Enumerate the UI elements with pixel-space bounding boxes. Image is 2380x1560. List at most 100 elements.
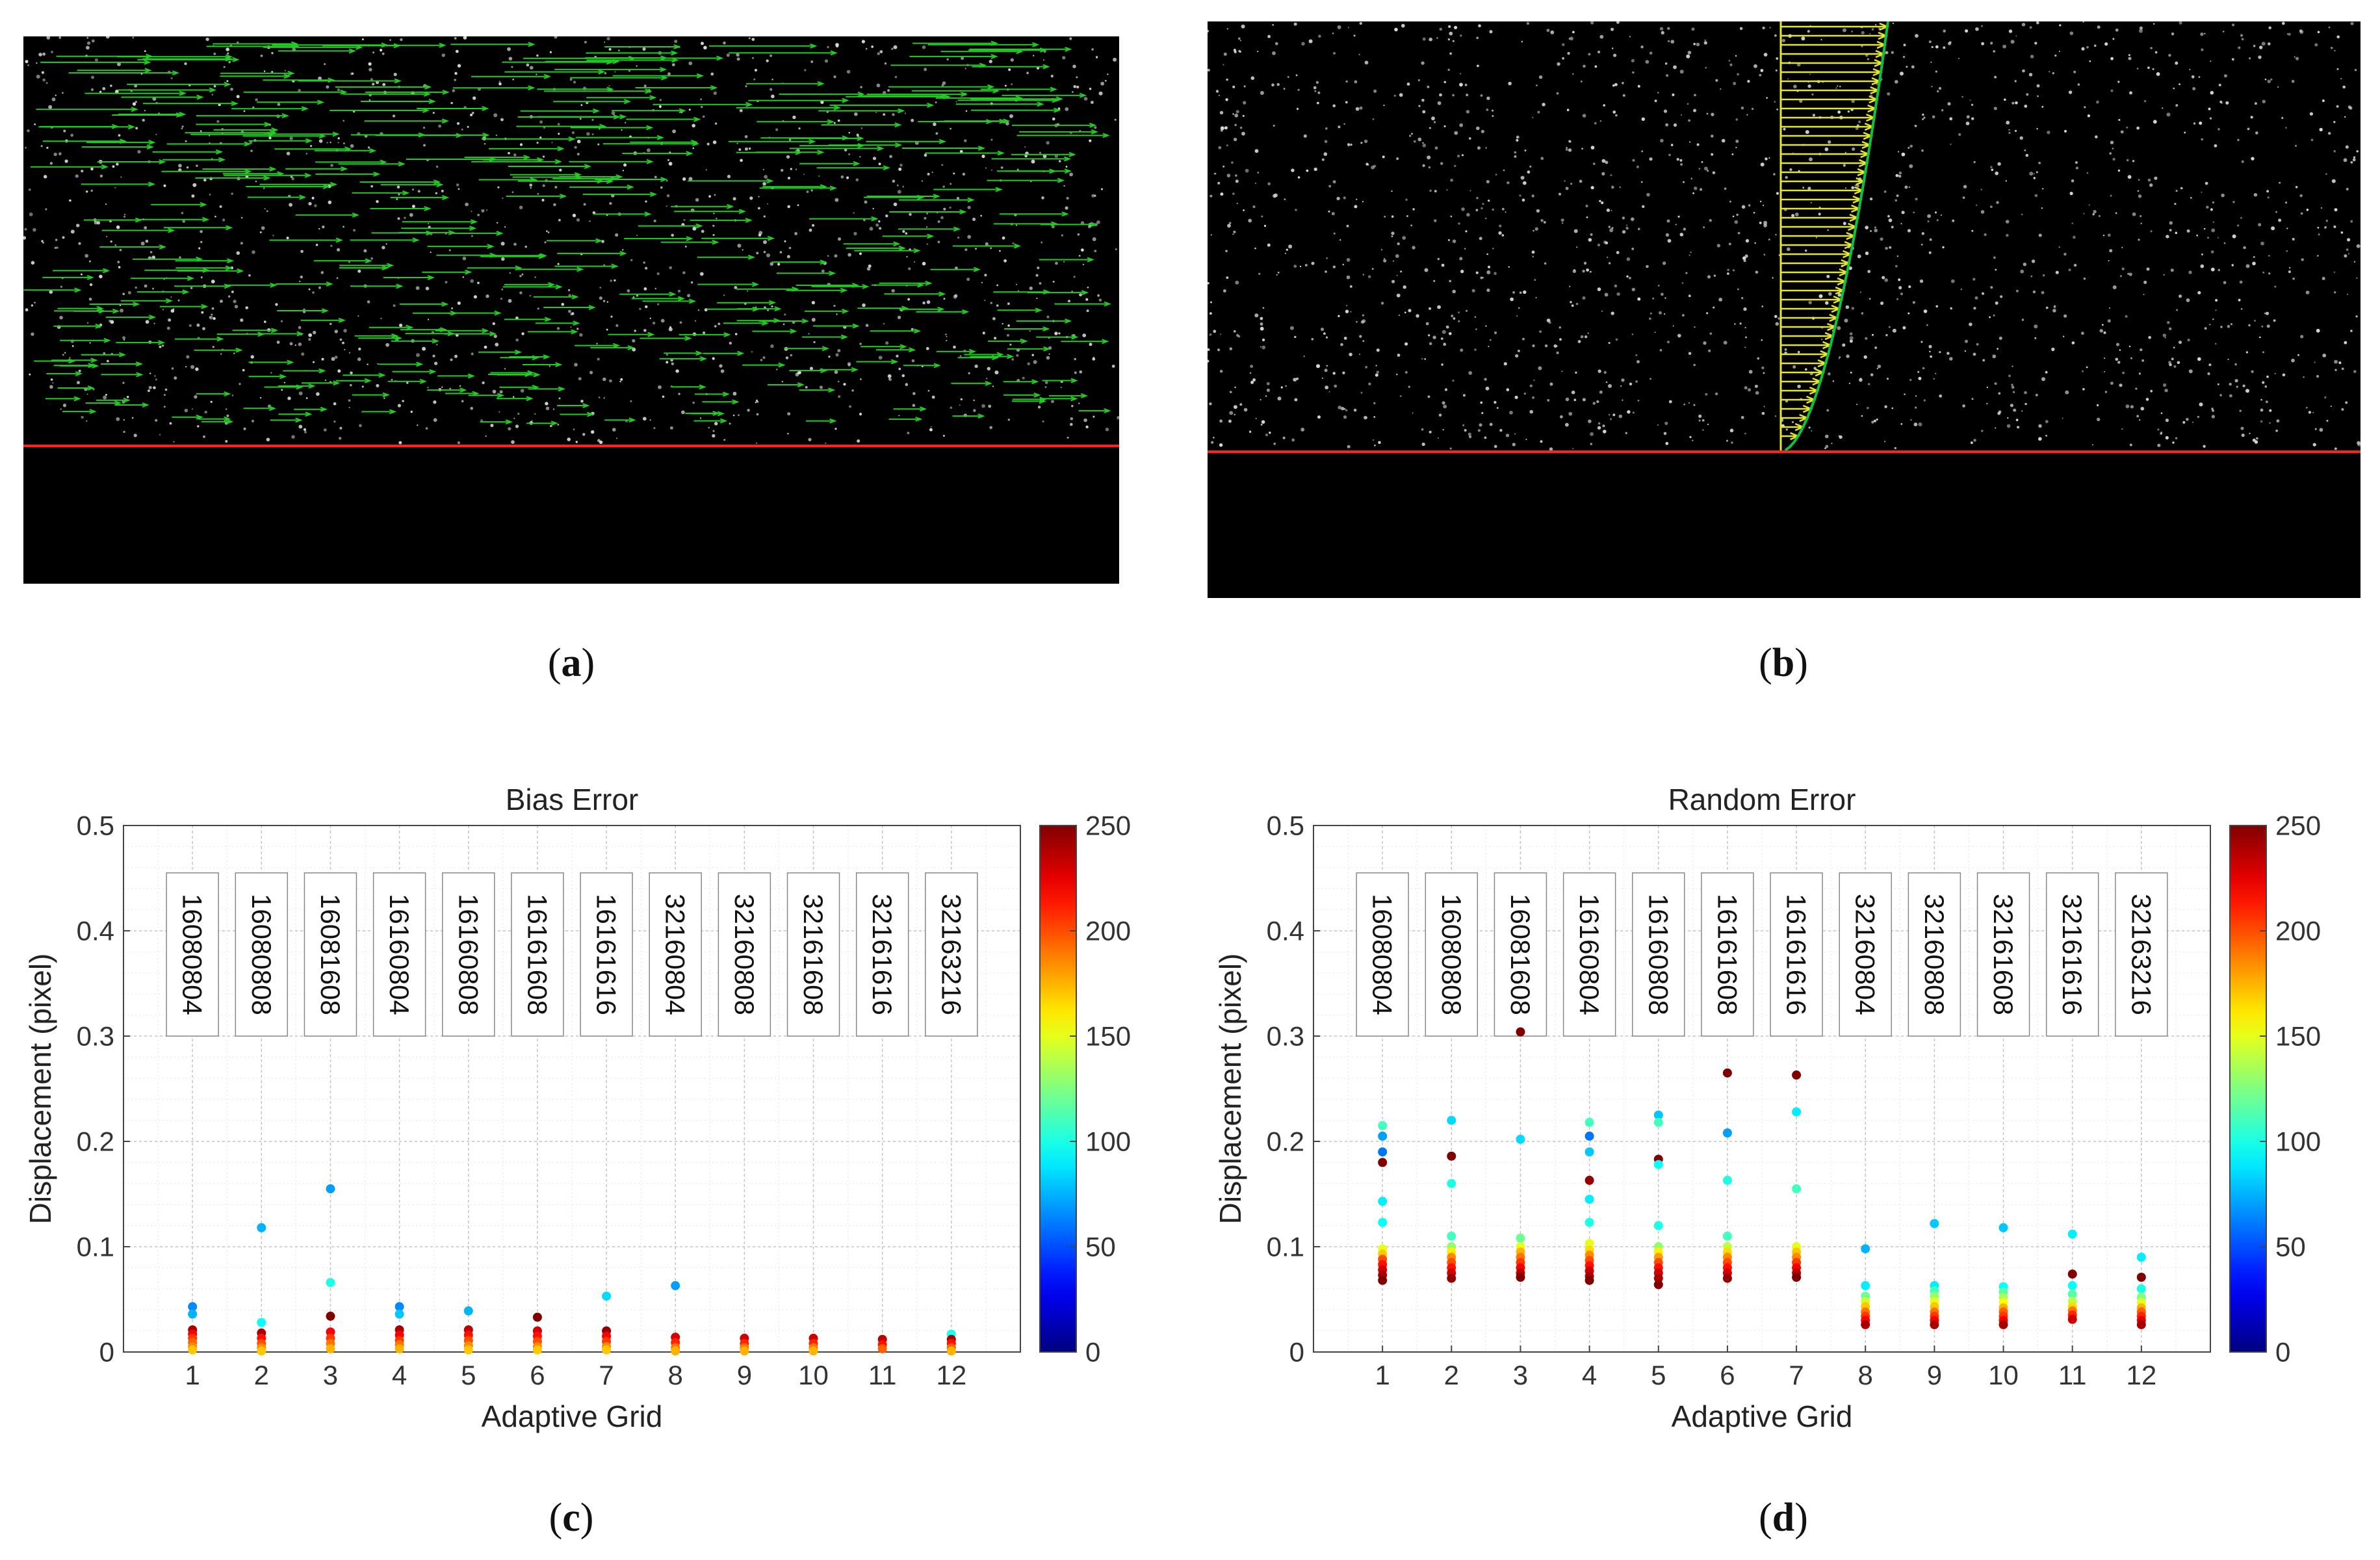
y-tick-label: 0.3 xyxy=(77,1021,114,1052)
scatter-point xyxy=(188,1302,198,1312)
scatter-point xyxy=(395,1344,404,1354)
x-tick-label: 8 xyxy=(1858,1360,1873,1390)
scatter-point xyxy=(1653,1273,1663,1283)
scatter-point xyxy=(395,1302,404,1312)
scatter-point xyxy=(1585,1195,1594,1204)
colorbar-tick-label: 200 xyxy=(1085,916,1131,946)
annotation-label: 16161608 xyxy=(1712,894,1742,1015)
scatter-point xyxy=(395,1309,404,1319)
scatter-point xyxy=(463,1306,473,1316)
annotation-box xyxy=(511,872,564,1037)
scatter-point xyxy=(1653,1110,1663,1120)
annotation-box xyxy=(372,872,426,1037)
scatter-point xyxy=(1516,1273,1525,1282)
scatter-point xyxy=(1722,1128,1732,1138)
annotation-label: 32161616 xyxy=(867,894,898,1015)
scatter-point xyxy=(1585,1217,1594,1227)
bias-error-chart: 16080804 16080808 16081608 16160804 16160808… xyxy=(23,783,1131,1433)
scatter-points xyxy=(188,1184,956,1356)
annotation-label: 16161616 xyxy=(1781,894,1812,1015)
annotation-label: 16160804 xyxy=(1574,894,1605,1015)
panel-label-c: (c) xyxy=(549,1496,594,1540)
annotation-box xyxy=(1562,872,1616,1037)
particle-vector-field-a xyxy=(23,36,1119,447)
y-tick-label: 0.4 xyxy=(77,916,114,946)
scatter-point xyxy=(1378,1217,1388,1227)
scatter-point xyxy=(1516,1134,1525,1144)
x-tick-labels: 1 2 3 4 5 6 7 8 9 10 11 12 xyxy=(185,1346,966,1390)
y-tick-labels: 0 0.1 0.2 0.3 0.4 0.5 xyxy=(77,811,130,1368)
annotation-box xyxy=(649,872,702,1037)
x-tick-label: 10 xyxy=(798,1360,829,1390)
scatter-point xyxy=(1930,1320,1939,1329)
panel-label-d: (d) xyxy=(1759,1496,1808,1540)
scatter-point xyxy=(1447,1115,1456,1125)
particle-dots xyxy=(23,36,1119,445)
annotation-label: 16161616 xyxy=(591,894,622,1015)
annotation-label: 32160808 xyxy=(729,894,760,1015)
scatter-point xyxy=(1861,1244,1870,1254)
scatter-point xyxy=(1447,1151,1456,1161)
panel-a-particle-image xyxy=(23,36,1119,584)
annotation-box xyxy=(2045,872,2099,1037)
chart-title: Random Error xyxy=(1668,783,1856,816)
annotation-label: 32163216 xyxy=(2126,894,2156,1015)
annotation-label: 16081608 xyxy=(315,894,346,1015)
grid-annotations: 16080804 16080808 16081608 16160804 16160808… xyxy=(166,872,978,1037)
scatter-point xyxy=(2136,1284,2146,1294)
scatter-point xyxy=(257,1318,266,1327)
x-tick-labels: 1 2 3 4 5 6 7 8 9 10 11 12 xyxy=(1375,1346,2156,1390)
scatter-point xyxy=(532,1345,542,1355)
scatter-point xyxy=(1378,1121,1388,1130)
scatter-point xyxy=(671,1346,680,1356)
annotation-label: 16160808 xyxy=(1643,894,1674,1015)
axes-frame xyxy=(1313,825,2211,1353)
scatter-point xyxy=(1447,1273,1456,1283)
scatter-point xyxy=(1861,1280,1870,1290)
panel-label-a: (a) xyxy=(547,641,595,685)
velocity-arrows xyxy=(23,40,1111,426)
scatter-point xyxy=(808,1346,818,1356)
scatter-point xyxy=(1447,1178,1456,1188)
scatter-point xyxy=(1378,1158,1388,1167)
panel-label-b: (b) xyxy=(1759,641,1808,685)
annotation-box xyxy=(718,872,771,1037)
random-error-chart: 16080804 16080808 16081608 16160804 16160808… xyxy=(1213,783,2321,1433)
annotation-label: 32160804 xyxy=(660,894,691,1015)
y-tick-label: 0 xyxy=(99,1337,114,1368)
scatter-point xyxy=(2067,1280,2077,1290)
axes-frame xyxy=(123,825,1021,1353)
y-tick-label: 0.2 xyxy=(77,1126,114,1157)
y-tick-label: 0 xyxy=(1289,1337,1304,1368)
annotation-label: 16160804 xyxy=(384,894,415,1015)
scatter-point xyxy=(1516,1027,1525,1037)
scatter-point xyxy=(2067,1229,2077,1239)
scatter-point xyxy=(1722,1175,1732,1185)
x-tick-label: 6 xyxy=(530,1360,545,1390)
scatter-point xyxy=(2136,1253,2146,1262)
scatter-point xyxy=(2067,1269,2077,1279)
scatter-point xyxy=(1722,1231,1732,1241)
x-tick-label: 1 xyxy=(185,1360,200,1390)
x-axis-label: Adaptive Grid xyxy=(1672,1399,1853,1433)
annotation-label: 32161608 xyxy=(798,894,829,1015)
scatter-point xyxy=(1585,1117,1594,1127)
scatter-point xyxy=(1447,1231,1456,1241)
scatter-point xyxy=(326,1311,335,1321)
y-tick-label: 0.4 xyxy=(1267,916,1304,946)
x-tick-label: 9 xyxy=(1927,1360,1942,1390)
annotation-box xyxy=(1908,872,1961,1037)
x-tick-label: 11 xyxy=(2058,1360,2087,1390)
x-tick-label: 10 xyxy=(1988,1360,2019,1390)
scatter-point xyxy=(463,1345,473,1355)
annotation-box xyxy=(1425,872,1479,1037)
scatter-point xyxy=(1653,1117,1663,1127)
scatter-point xyxy=(1998,1223,2008,1232)
profile-curve xyxy=(1784,21,1889,452)
annotation-box xyxy=(1770,872,1823,1037)
scatter-point xyxy=(602,1345,612,1355)
y-tick-label: 0.5 xyxy=(77,811,114,841)
scatter-point xyxy=(2136,1320,2146,1329)
scatter-points xyxy=(1378,1027,2146,1329)
y-tick-labels: 0 0.1 0.2 0.3 0.4 0.5 xyxy=(1267,811,1320,1368)
